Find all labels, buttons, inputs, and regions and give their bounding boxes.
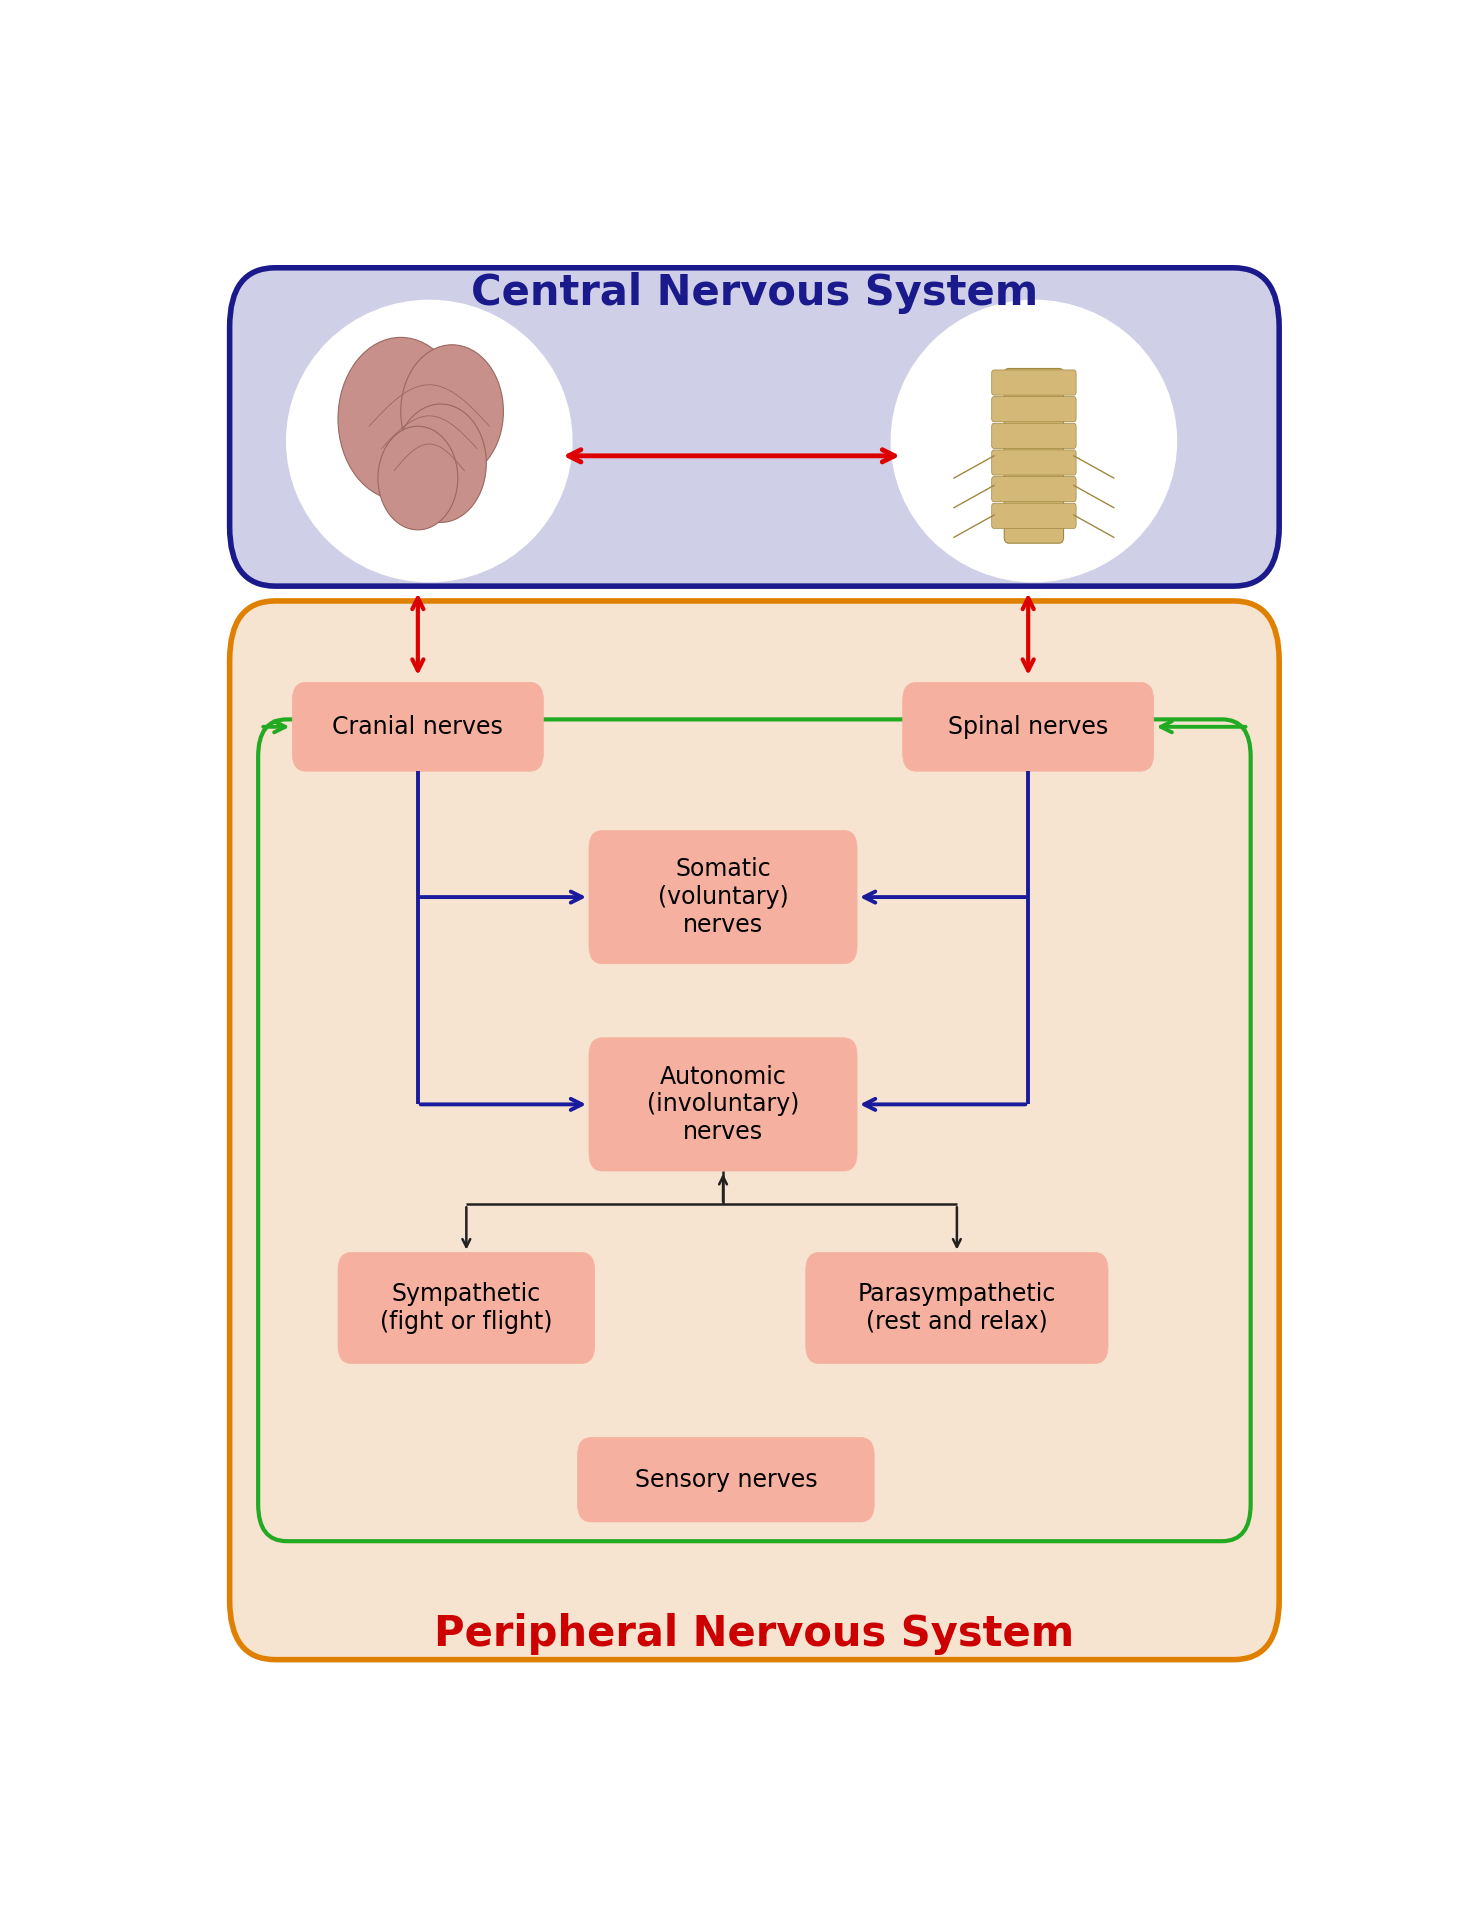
FancyBboxPatch shape — [230, 600, 1279, 1660]
Text: Somatic
(voluntary)
nerves: Somatic (voluntary) nerves — [658, 858, 789, 937]
Text: Autonomic
(involuntary)
nerves: Autonomic (involuntary) nerves — [646, 1065, 799, 1144]
FancyBboxPatch shape — [230, 267, 1279, 587]
Text: Peripheral Nervous System: Peripheral Nervous System — [434, 1613, 1075, 1656]
FancyBboxPatch shape — [992, 396, 1076, 421]
Circle shape — [339, 337, 464, 500]
FancyBboxPatch shape — [992, 423, 1076, 448]
FancyBboxPatch shape — [293, 683, 543, 771]
Circle shape — [394, 404, 486, 523]
Circle shape — [400, 344, 503, 479]
FancyBboxPatch shape — [992, 504, 1076, 529]
FancyBboxPatch shape — [902, 683, 1154, 771]
Circle shape — [378, 427, 458, 531]
Text: Spinal nerves: Spinal nerves — [948, 715, 1108, 738]
FancyBboxPatch shape — [589, 831, 857, 963]
Text: Parasympathetic
(rest and relax): Parasympathetic (rest and relax) — [858, 1283, 1055, 1335]
Text: Central Nervous System: Central Nervous System — [471, 273, 1038, 313]
FancyBboxPatch shape — [339, 1252, 595, 1363]
Text: Sympathetic
(fight or flight): Sympathetic (fight or flight) — [380, 1283, 552, 1335]
Text: Sensory nerves: Sensory nerves — [634, 1467, 817, 1492]
FancyBboxPatch shape — [992, 369, 1076, 394]
FancyBboxPatch shape — [992, 477, 1076, 502]
FancyBboxPatch shape — [577, 1438, 874, 1521]
Ellipse shape — [891, 300, 1176, 581]
Ellipse shape — [287, 300, 571, 581]
FancyBboxPatch shape — [805, 1252, 1108, 1363]
FancyBboxPatch shape — [589, 1038, 857, 1171]
FancyBboxPatch shape — [992, 450, 1076, 475]
Text: Cranial nerves: Cranial nerves — [333, 715, 503, 738]
FancyBboxPatch shape — [1004, 369, 1064, 542]
